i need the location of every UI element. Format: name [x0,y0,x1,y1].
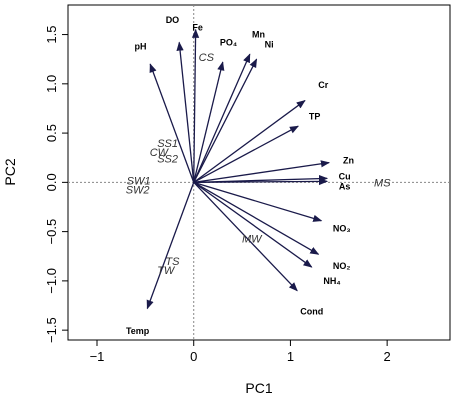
loading-arrow [193,160,331,183]
y-tick-label: 0.0 [44,173,59,191]
variable-label: NO₂ [333,261,351,271]
variable-label: Ni [265,39,274,49]
y-tick-label: −1.5 [44,317,59,343]
loading-arrow [193,53,251,183]
variable-label: Zn [343,156,354,166]
loading-arrow [176,41,195,183]
site-label: MS [374,177,391,189]
plot-frame [67,4,451,341]
loading-arrow [193,181,298,292]
loading-arrow [193,181,313,268]
variable-label: NH₄ [323,276,340,286]
x-tick-label: 0 [190,349,197,364]
site-label: TW [157,265,176,277]
variable-label: PO₄ [220,37,237,47]
loading-arrow [149,63,195,183]
variable-label: TP [309,111,321,121]
loading-arrow [193,100,306,183]
variable-label: Fe [192,23,203,33]
variable-label: DO [166,15,180,25]
variable-label: Cond [300,306,323,316]
y-tick-label: −0.5 [44,219,59,245]
site-label: SS1 [157,138,178,150]
variable-label: pH [135,41,147,51]
loading-arrow [191,28,200,183]
variable-label: NO₃ [333,224,351,234]
site-label: SS2 [157,154,178,166]
loading-arrow [146,182,195,310]
y-axis: −1.5 −1.0 −0.5 0.0 0.5 1.0 1.5 [44,26,68,343]
x-tick-label: 1 [287,349,294,364]
y-tick-label: 1.0 [44,75,59,93]
loading-arrow [193,125,299,183]
variable-label: Temp [126,326,150,336]
loading-arrow [193,181,320,255]
loading-arrow [193,177,329,186]
x-axis: −1 0 1 2 [90,340,391,364]
loading-arrow [193,61,225,183]
x-tick-label: 2 [384,349,391,364]
x-tick-label: −1 [90,349,105,364]
site-label: CW [150,147,170,159]
site-label: SW2 [126,184,150,196]
variable-label: Mn [252,30,265,40]
x-axis-label: PC1 [245,380,272,396]
site-label: TS [165,256,180,268]
y-tick-label: 0.5 [44,124,59,142]
site-label: CS [199,52,215,64]
site-label: SW1 [127,175,151,187]
variable-label: Cu [339,171,351,181]
variable-label: As [339,181,351,191]
y-tick-label: 1.5 [44,26,59,44]
site-label: MW [242,234,263,246]
y-tick-label: −1.0 [44,268,59,294]
y-axis-label: PC2 [2,158,18,185]
variable-label: Cr [318,80,328,90]
loading-arrow [193,58,258,183]
loading-arrows [146,28,331,310]
loading-arrow [193,181,323,222]
